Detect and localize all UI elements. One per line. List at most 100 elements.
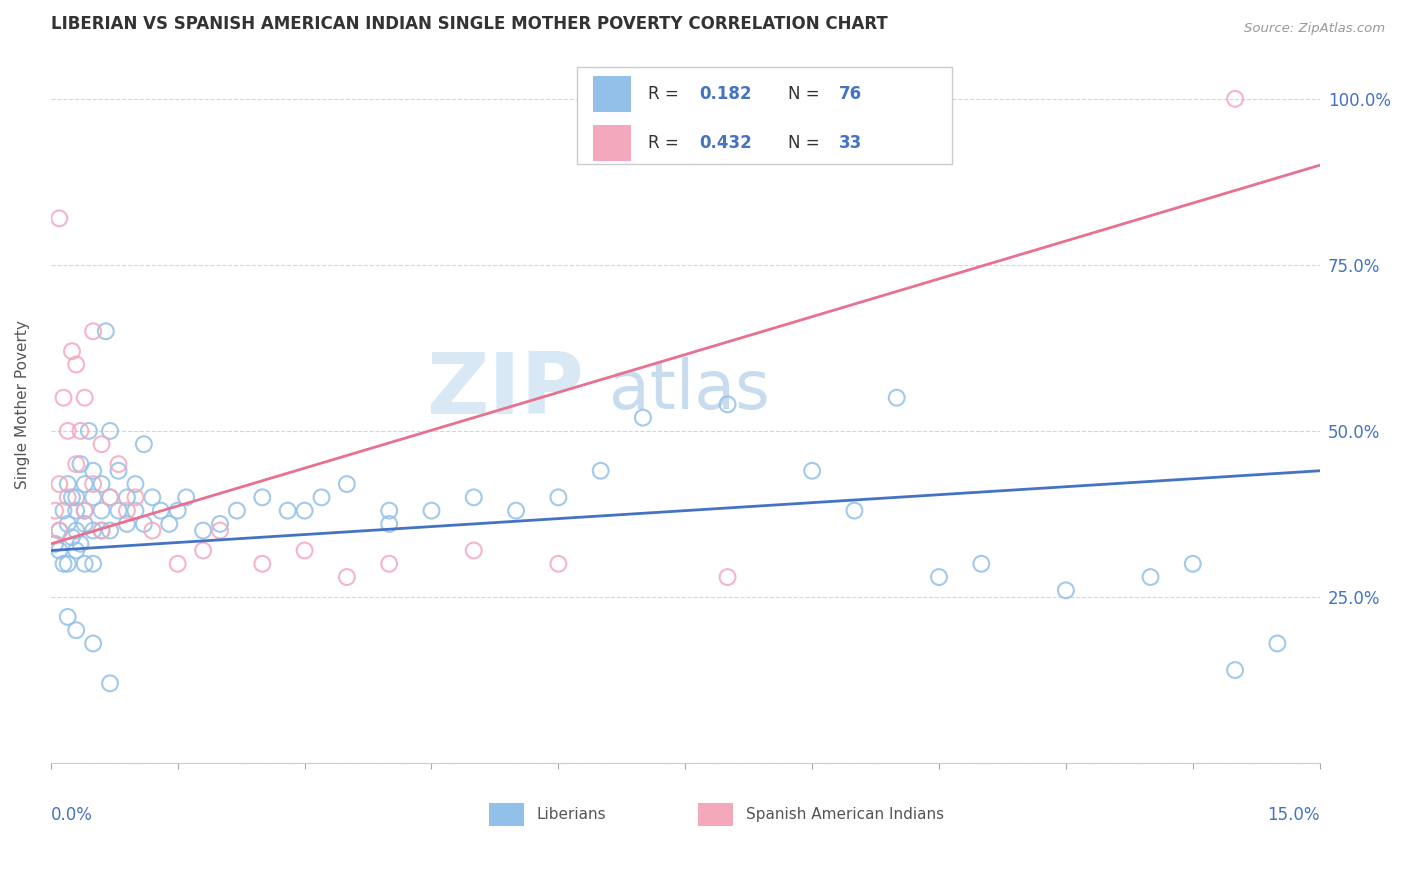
Point — [56, 557, 79, 571]
Point — [65, 491, 87, 505]
Text: ZIP: ZIP — [426, 349, 583, 432]
Point — [311, 491, 333, 505]
Text: Source: ZipAtlas.com: Source: ZipAtlas.com — [1244, 22, 1385, 36]
Point — [90, 524, 112, 538]
Point — [547, 557, 569, 571]
Point — [98, 424, 121, 438]
Point — [60, 530, 83, 544]
Text: R =: R = — [648, 86, 685, 103]
Point — [56, 424, 79, 438]
Point — [277, 503, 299, 517]
FancyBboxPatch shape — [592, 125, 631, 161]
Point — [378, 557, 401, 571]
Point — [82, 524, 104, 538]
Point — [1267, 636, 1289, 650]
Point — [141, 491, 163, 505]
Point — [73, 503, 96, 517]
Point — [94, 324, 117, 338]
Point — [82, 491, 104, 505]
Point — [463, 491, 485, 505]
Point — [90, 524, 112, 538]
Point — [716, 570, 738, 584]
Point — [82, 636, 104, 650]
Point — [208, 516, 231, 531]
Point — [60, 491, 83, 505]
Text: N =: N = — [787, 86, 825, 103]
Point — [52, 391, 75, 405]
Point — [115, 503, 138, 517]
FancyBboxPatch shape — [592, 77, 631, 112]
Point — [65, 623, 87, 637]
Point — [44, 503, 66, 517]
Point — [844, 503, 866, 517]
Text: 0.182: 0.182 — [699, 86, 752, 103]
Point — [336, 570, 359, 584]
Text: Liberians: Liberians — [537, 807, 606, 822]
Point — [294, 503, 316, 517]
Point — [48, 524, 70, 538]
Point — [252, 491, 274, 505]
Point — [60, 344, 83, 359]
Point — [115, 491, 138, 505]
Point — [48, 477, 70, 491]
Point — [69, 537, 91, 551]
Point — [48, 524, 70, 538]
Text: N =: N = — [787, 134, 825, 152]
Point — [124, 503, 146, 517]
Point — [378, 503, 401, 517]
FancyBboxPatch shape — [697, 803, 734, 826]
Point — [191, 524, 214, 538]
Point — [132, 437, 155, 451]
Point — [132, 516, 155, 531]
Point — [98, 524, 121, 538]
Point — [65, 503, 87, 517]
Text: atlas: atlas — [609, 357, 770, 423]
Point — [149, 503, 172, 517]
Point — [208, 524, 231, 538]
Point — [69, 424, 91, 438]
Text: 0.432: 0.432 — [699, 134, 752, 152]
Point — [82, 557, 104, 571]
Point — [191, 543, 214, 558]
Point — [801, 464, 824, 478]
Point — [124, 491, 146, 505]
Point — [174, 491, 197, 505]
Point — [90, 503, 112, 517]
Point — [166, 557, 188, 571]
Point — [56, 516, 79, 531]
Point — [226, 503, 249, 517]
Point — [73, 503, 96, 517]
Point — [56, 491, 79, 505]
Text: R =: R = — [648, 134, 685, 152]
Point — [73, 557, 96, 571]
Point — [1223, 663, 1246, 677]
Y-axis label: Single Mother Poverty: Single Mother Poverty — [15, 320, 30, 489]
Text: 76: 76 — [839, 86, 862, 103]
Point — [886, 391, 908, 405]
Point — [98, 491, 121, 505]
Point — [56, 610, 79, 624]
Point — [589, 464, 612, 478]
Point — [98, 491, 121, 505]
Point — [928, 570, 950, 584]
Text: 33: 33 — [839, 134, 862, 152]
Point — [69, 457, 91, 471]
Point — [52, 557, 75, 571]
Point — [65, 358, 87, 372]
Point — [82, 324, 104, 338]
Point — [463, 543, 485, 558]
Point — [56, 477, 79, 491]
Point — [252, 557, 274, 571]
Point — [98, 676, 121, 690]
FancyBboxPatch shape — [488, 803, 524, 826]
Point — [44, 537, 66, 551]
Point — [107, 503, 129, 517]
Point — [631, 410, 654, 425]
Point — [77, 424, 100, 438]
Point — [65, 457, 87, 471]
FancyBboxPatch shape — [578, 67, 952, 164]
Text: LIBERIAN VS SPANISH AMERICAN INDIAN SINGLE MOTHER POVERTY CORRELATION CHART: LIBERIAN VS SPANISH AMERICAN INDIAN SING… — [51, 15, 887, 33]
Point — [547, 491, 569, 505]
Point — [1054, 583, 1077, 598]
Point — [52, 503, 75, 517]
